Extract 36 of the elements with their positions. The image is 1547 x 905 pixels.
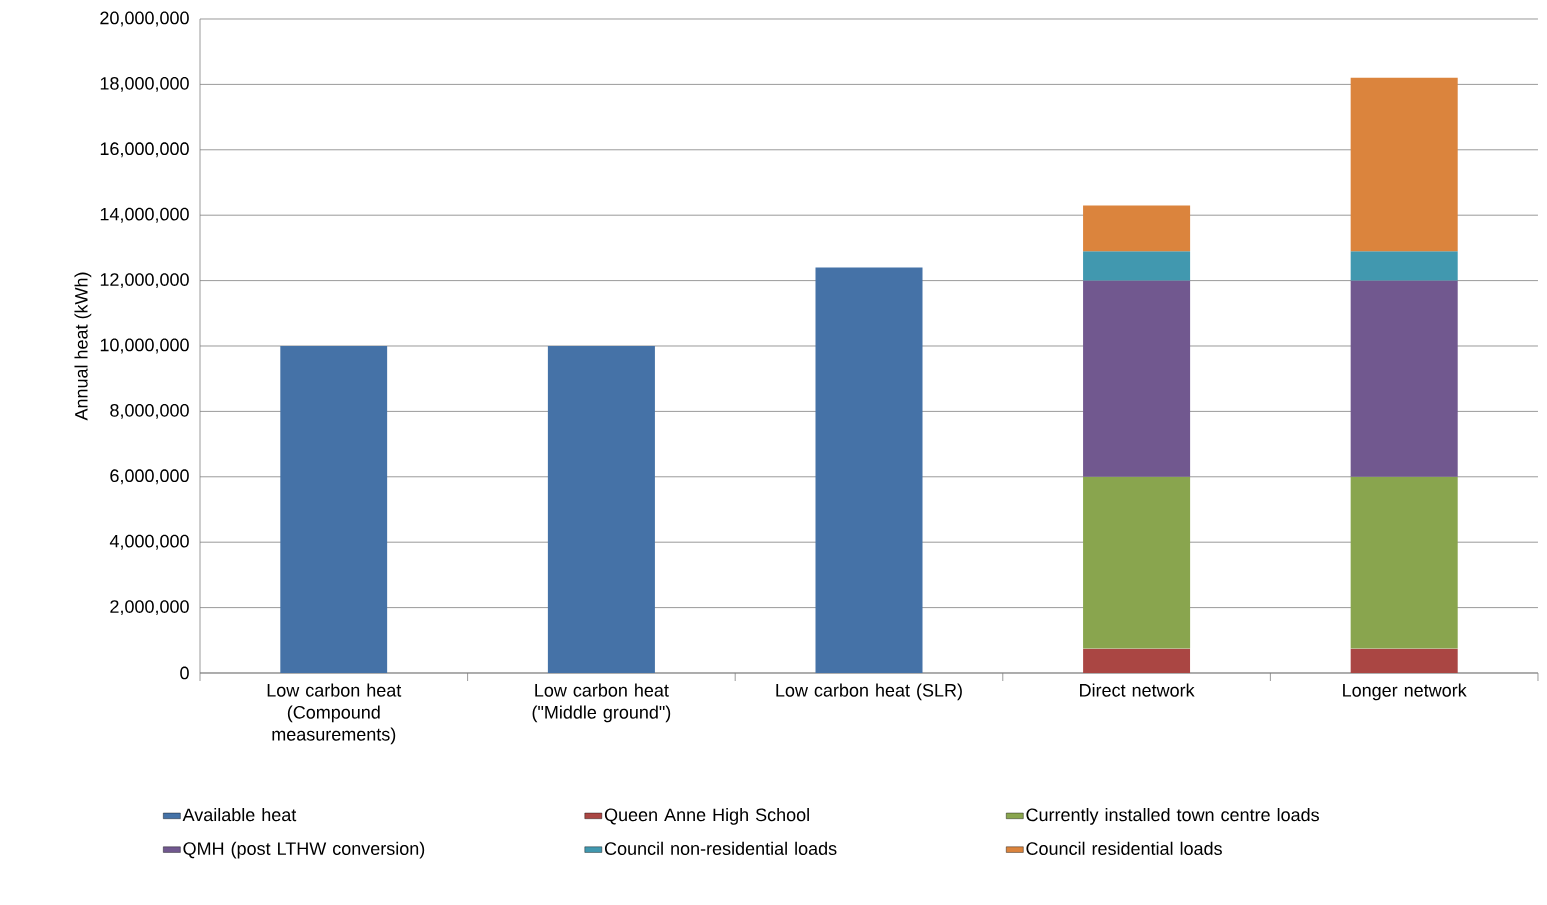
y-tick-label: 18,000,000 (100, 76, 189, 92)
y-tick-label: 20,000,000 (100, 11, 189, 27)
bar (1350, 476, 1458, 649)
y-tick-label: 16,000,000 (100, 142, 189, 158)
x-tick-label: Low carbon heat ("Middle ground") (532, 683, 671, 723)
x-tick-label: Longer network (1343, 683, 1467, 701)
bar (547, 346, 655, 673)
bar (280, 346, 388, 673)
y-tick-label: 12,000,000 (100, 273, 189, 289)
legend-label: Council residential loads (1026, 841, 1222, 855)
bar (1350, 648, 1458, 673)
bar (1083, 251, 1191, 281)
y-tick-label: 0 (180, 666, 189, 680)
y-tick-label: 6,000,000 (110, 469, 189, 485)
legend-label: Queen Anne High School (604, 807, 809, 825)
bar (815, 267, 923, 673)
bar (1083, 205, 1191, 252)
bar (1083, 648, 1191, 673)
x-tick-label: Low carbon heat (Compound measurements) (267, 683, 402, 745)
bar (1350, 77, 1458, 252)
legend-label: Currently installed town centre loads (1026, 807, 1319, 825)
y-tick-label: 8,000,000 (110, 403, 189, 419)
legend-label: QMH (post LTHW conversion) (183, 841, 425, 859)
legend-label: Council non-residential loads (604, 841, 837, 855)
bar (1350, 280, 1458, 477)
x-tick-label: Direct network (1080, 683, 1195, 697)
y-tick-label: 2,000,000 (110, 600, 189, 616)
x-tick-label: Low carbon heat (SLR) (776, 683, 962, 701)
y-tick-label: 4,000,000 (109, 534, 189, 550)
y-tick-label: 10,000,000 (100, 338, 189, 354)
bar (1350, 251, 1458, 281)
bar (1083, 476, 1191, 649)
legend-label: Available heat (182, 807, 297, 822)
bar (1083, 280, 1191, 477)
y-tick-label: 14,000,000 (100, 207, 189, 223)
y-axis-title: Annual heat (kWh) (74, 272, 92, 421)
